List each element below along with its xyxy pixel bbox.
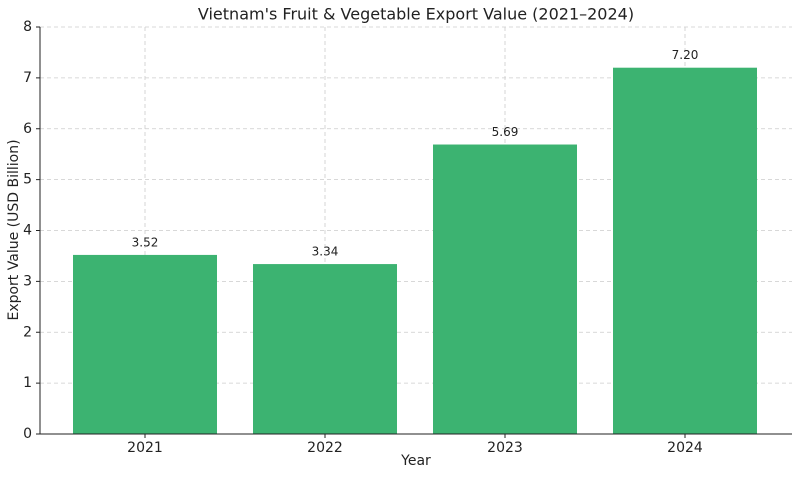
- chart-title: Vietnam's Fruit & Vegetable Export Value…: [198, 5, 634, 24]
- y-tick-label: 3: [23, 273, 32, 289]
- y-tick-label: 4: [23, 223, 32, 239]
- bar: [73, 254, 217, 434]
- y-tick-label: 0: [23, 426, 32, 442]
- x-axis-label: Year: [400, 453, 431, 469]
- y-tick-label: 5: [23, 172, 32, 188]
- bar: [433, 144, 577, 435]
- y-tick-label: 6: [23, 121, 32, 137]
- bar: [613, 67, 757, 434]
- bar: [253, 264, 397, 434]
- value-label: 5.69: [492, 125, 519, 139]
- y-tick-label: 2: [23, 324, 32, 340]
- y-tick-label: 8: [23, 19, 32, 35]
- value-label: 3.52: [132, 235, 159, 249]
- x-tick-label: 2021: [127, 440, 163, 456]
- value-label: 3.34: [312, 245, 339, 259]
- y-axis-label: Export Value (USD Billion): [6, 139, 22, 320]
- x-tick-label: 2022: [307, 440, 343, 456]
- x-tick-label: 2024: [667, 440, 703, 456]
- x-tick-label: 2023: [487, 440, 523, 456]
- y-tick-label: 7: [23, 70, 32, 86]
- value-label: 7.20: [672, 48, 699, 62]
- y-tick-label: 1: [23, 375, 32, 391]
